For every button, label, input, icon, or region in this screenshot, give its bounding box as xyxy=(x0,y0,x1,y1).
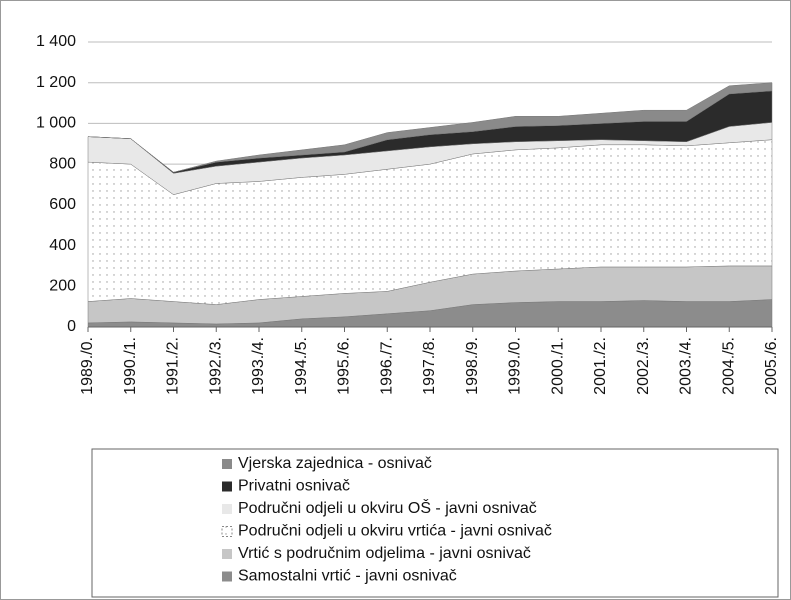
x-tick-label: 1995./6. xyxy=(336,337,353,395)
x-tick-label: 1993./4. xyxy=(250,337,267,395)
x-tick-label: 1990./1. xyxy=(122,337,139,395)
legend-label: Samostalni vrtić - javni osnivač xyxy=(238,568,457,585)
legend-swatch xyxy=(222,481,232,492)
x-tick-label: 2000./1. xyxy=(549,337,566,395)
legend-label: Privatni osnivač xyxy=(238,478,350,495)
legend-label: Područni odjeli u okviru OŠ - javni osni… xyxy=(238,498,537,517)
y-tick-label: 0 xyxy=(67,318,76,335)
area xyxy=(87,82,773,173)
y-tick-label: 600 xyxy=(49,196,76,213)
legend-label: Vrtić s područnim odjelima - javni osniv… xyxy=(238,545,531,562)
legend-swatch xyxy=(221,526,233,537)
legend-box xyxy=(91,448,779,598)
x-tick-label: 2004./5. xyxy=(720,337,737,395)
legend-swatch xyxy=(222,504,232,514)
legend-swatch xyxy=(222,571,232,582)
legend-label: Područni odjeli u okviru vrtića - javni … xyxy=(238,523,552,540)
x-tick-label: 1997./8. xyxy=(421,337,438,395)
x-tick-label: 1989./0. xyxy=(79,337,96,395)
x-tick-label: 2003./4. xyxy=(678,337,695,395)
legend-swatch xyxy=(222,549,232,559)
x-tick-label: 2001./2. xyxy=(592,337,609,395)
y-tick-label: 1 400 xyxy=(36,33,76,50)
y-tick-label: 1 200 xyxy=(36,74,76,91)
x-tick-label: 1998./9. xyxy=(464,337,481,395)
y-tick-label: 400 xyxy=(49,237,76,254)
x-tick-label: 1991./2. xyxy=(165,337,182,395)
x-tick-label: 1994./5. xyxy=(293,337,310,395)
legend-label: Vjerska zajednica - osnivač xyxy=(238,455,432,472)
y-tick-label: 800 xyxy=(49,155,76,172)
x-tick-label: 1996./7. xyxy=(378,337,395,395)
legend-swatch xyxy=(222,459,232,469)
x-tick-label: 1999./0. xyxy=(507,337,524,395)
y-tick-label: 200 xyxy=(49,278,76,295)
y-tick-label: 1 000 xyxy=(36,115,76,132)
x-tick-label: 2002./3. xyxy=(635,337,652,395)
x-tick-label: 2005./6. xyxy=(763,337,780,395)
x-tick-label: 1992./3. xyxy=(207,337,224,395)
